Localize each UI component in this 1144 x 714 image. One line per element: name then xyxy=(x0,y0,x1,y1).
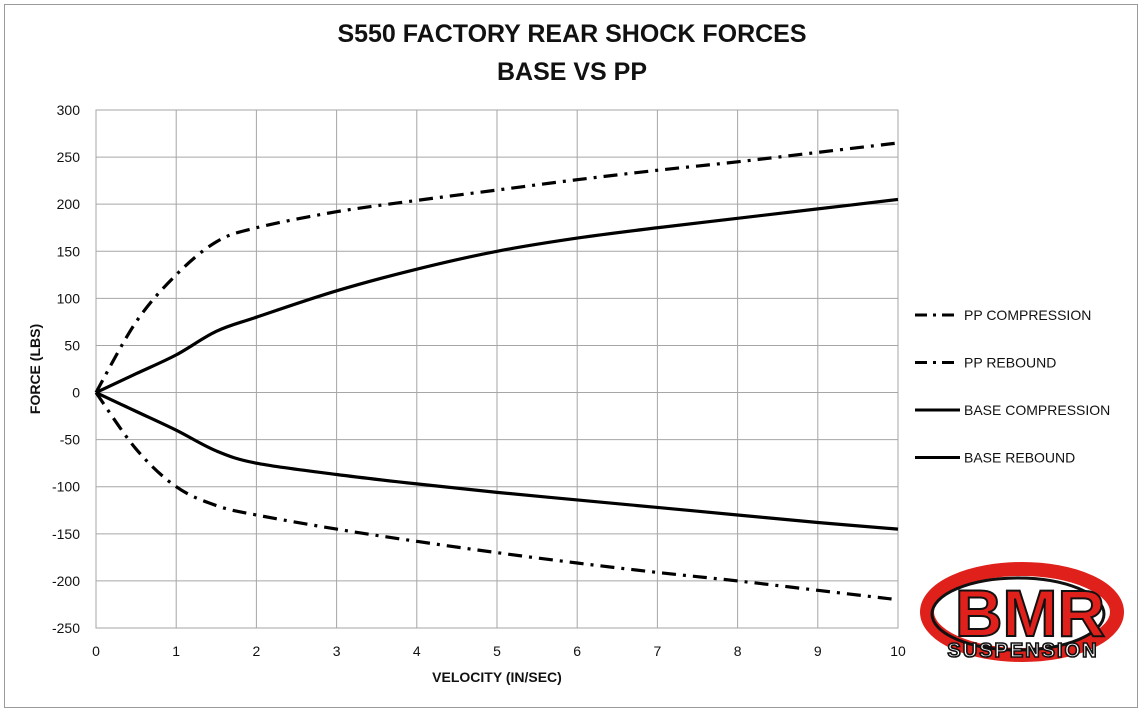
series-line-pp-rebound xyxy=(94,391,899,602)
logo-swoosh-black xyxy=(930,576,1106,652)
y-tick-label: 300 xyxy=(57,102,81,118)
x-tick-label: 8 xyxy=(734,643,742,659)
chart-legend: PP COMPRESSION PP REBOUND BASE COMPRESSION… xyxy=(915,307,1110,466)
x-tick-label: 1 xyxy=(172,643,180,659)
chart-subtitle: BASE VS PP xyxy=(496,58,648,86)
y-tick-label: 150 xyxy=(57,243,81,259)
x-tick-label: 3 xyxy=(333,643,341,659)
x-axis-ticks: 0 1 2 3 4 5 6 7 8 9 10 xyxy=(92,643,906,659)
y-tick-label: 250 xyxy=(57,149,81,165)
plot-area-border xyxy=(95,109,899,629)
y-tick-label: -100 xyxy=(52,479,80,495)
legend-label-pp-rebound: PP REBOUND xyxy=(964,355,1056,371)
legend-label-base-rebound: BASE REBOUND xyxy=(964,450,1075,466)
y-tick-label: 100 xyxy=(57,290,81,306)
x-tick-label: 7 xyxy=(654,643,662,659)
x-tick-label: 5 xyxy=(493,643,501,659)
x-axis-label: VELOCITY (IN/SEC) xyxy=(432,669,562,685)
series-line-base-rebound xyxy=(95,391,899,531)
y-axis-ticks: 300 250 200 150 100 50 0 -50 -100 -150 -200 -250 xyxy=(52,102,80,636)
chart-title: S550 FACTORY REAR SHOCK FORCES xyxy=(337,20,807,48)
y-axis-label: FORCE (LBS) xyxy=(27,324,43,414)
y-tick-label: -200 xyxy=(52,573,80,589)
y-tick-label: 50 xyxy=(64,337,80,353)
y-tick-label: -50 xyxy=(60,432,80,448)
chart-series xyxy=(94,141,899,602)
logo-mark: BMR xyxy=(955,576,1105,650)
y-tick-label: -150 xyxy=(52,526,80,542)
legend-label-base-compression: BASE COMPRESSION xyxy=(964,402,1110,418)
series-line-pp-compression xyxy=(94,141,899,394)
x-tick-label: 10 xyxy=(890,643,906,659)
x-tick-label: 2 xyxy=(253,643,261,659)
y-tick-label: -250 xyxy=(52,620,80,636)
logo-swoosh xyxy=(920,562,1124,662)
x-tick-label: 4 xyxy=(413,643,421,659)
x-tick-label: 6 xyxy=(573,643,581,659)
chart-grid xyxy=(95,109,899,629)
y-tick-label: 200 xyxy=(57,196,81,212)
bmr-suspension-logo: BMR SUSPENSION xyxy=(920,562,1124,663)
x-tick-label: 9 xyxy=(814,643,822,659)
legend-label-pp-compression: PP COMPRESSION xyxy=(964,307,1091,323)
series-line-base-compression xyxy=(95,197,899,394)
y-tick-label: 0 xyxy=(72,385,80,401)
logo-tagline: SUSPENSION xyxy=(947,640,1098,662)
x-tick-label: 0 xyxy=(92,643,100,659)
